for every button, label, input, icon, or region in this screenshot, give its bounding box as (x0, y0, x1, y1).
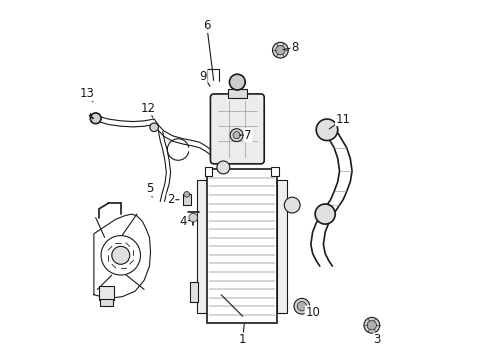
Text: 11: 11 (335, 113, 350, 126)
Bar (189, 282, 197, 302)
Text: 2: 2 (167, 193, 174, 206)
Bar (204, 167, 212, 176)
Circle shape (293, 298, 309, 314)
Bar (227, 89, 246, 98)
Bar (276, 180, 286, 313)
Circle shape (183, 192, 189, 197)
Text: 4: 4 (180, 215, 187, 228)
Text: 1: 1 (239, 333, 246, 346)
Circle shape (230, 129, 243, 141)
Text: 10: 10 (305, 306, 320, 319)
Circle shape (284, 197, 300, 213)
Text: 3: 3 (373, 333, 380, 346)
Text: 5: 5 (145, 183, 153, 195)
Circle shape (314, 204, 335, 224)
Circle shape (149, 123, 158, 132)
Bar (196, 180, 206, 313)
Bar (99, 286, 113, 300)
Circle shape (101, 235, 140, 275)
Bar (183, 194, 190, 205)
Text: 7: 7 (244, 129, 251, 142)
Circle shape (297, 302, 306, 311)
Circle shape (316, 119, 337, 140)
Bar (206, 169, 276, 323)
Circle shape (233, 132, 240, 139)
Bar (271, 167, 278, 176)
Circle shape (217, 161, 229, 174)
Circle shape (363, 318, 379, 333)
Text: 13: 13 (79, 87, 94, 100)
Circle shape (366, 320, 376, 330)
Circle shape (112, 246, 129, 264)
FancyBboxPatch shape (210, 94, 264, 164)
Bar (100, 299, 112, 306)
Circle shape (229, 74, 244, 90)
Text: 6: 6 (203, 19, 210, 32)
Text: 12: 12 (140, 102, 155, 115)
Circle shape (188, 213, 197, 222)
Circle shape (90, 113, 101, 124)
Circle shape (275, 45, 285, 55)
Circle shape (272, 42, 287, 58)
Text: 9: 9 (199, 69, 206, 82)
Text: 8: 8 (290, 41, 298, 54)
